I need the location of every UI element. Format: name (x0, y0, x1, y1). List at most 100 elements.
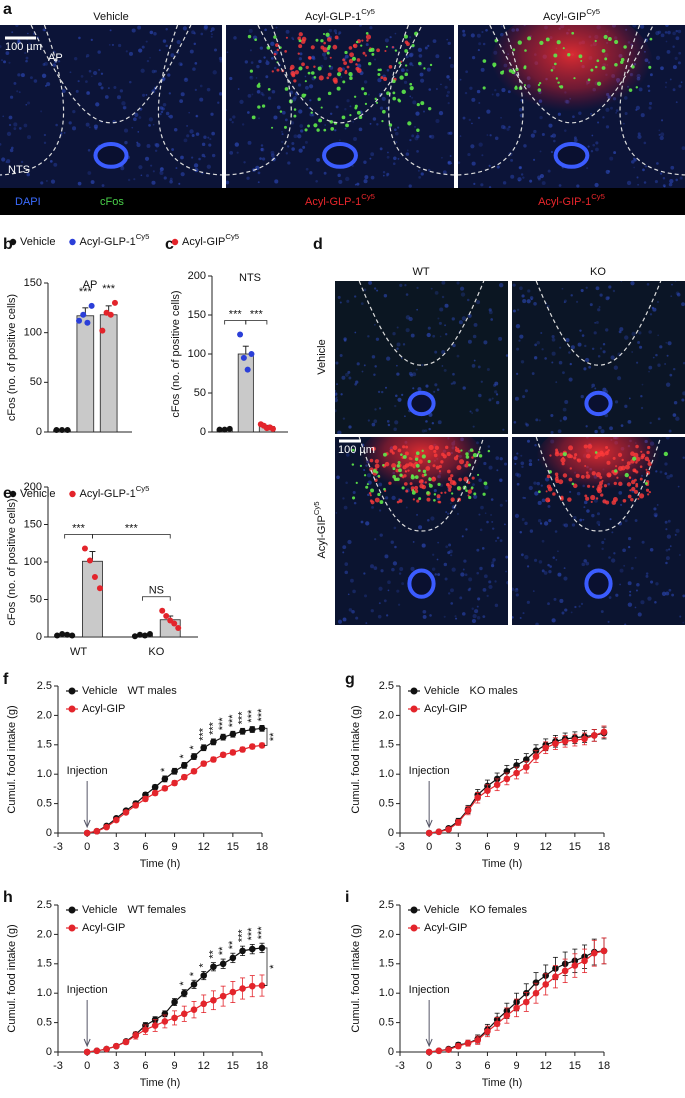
nucleus (247, 111, 250, 114)
legend-label: Acyl-GIP (424, 922, 467, 934)
nucleus (533, 129, 537, 134)
nucleus (535, 622, 539, 625)
data-point (142, 1026, 149, 1033)
nucleus (643, 181, 647, 184)
nucleus (494, 89, 497, 92)
nucleus (140, 68, 145, 73)
nucleus (471, 607, 474, 610)
nucleus (138, 48, 143, 53)
nucleus (360, 302, 364, 305)
cy5-spot (374, 497, 380, 503)
nucleus (478, 478, 482, 482)
nucleus (239, 99, 244, 105)
x-tick-label: 0 (84, 1060, 90, 1072)
cfos-spot (399, 473, 403, 477)
channel-label: Acyl-GIP-1Cy5 (538, 192, 605, 208)
cfos-spot (411, 490, 416, 495)
nucleus (397, 603, 401, 606)
x-tick-label: -3 (53, 1060, 63, 1072)
data-point (590, 949, 598, 957)
nucleus (675, 101, 678, 104)
nucleus (573, 138, 578, 143)
nucleus (505, 354, 508, 357)
nucleus (551, 361, 554, 364)
annotation-arrowhead (425, 1038, 433, 1048)
nucleus (627, 536, 632, 541)
nucleus (403, 80, 408, 85)
nucleus (356, 63, 362, 69)
x-tick-label: 12 (198, 841, 210, 853)
nucleus (591, 386, 593, 389)
nucleus (463, 559, 467, 563)
cfos-spot (553, 53, 558, 58)
nucleus (613, 365, 618, 370)
nucleus (660, 66, 664, 71)
cfos-spot (381, 119, 384, 123)
nucleus (336, 475, 340, 480)
nucleus (450, 162, 453, 165)
nucleus (193, 163, 199, 168)
nucleus (195, 114, 199, 118)
cfos-spot (330, 127, 335, 131)
cy5-spot (294, 70, 300, 75)
nucleus (419, 72, 424, 77)
nucleus (659, 172, 663, 175)
nucleus (524, 497, 526, 499)
panel-letter: i (345, 889, 349, 906)
nucleus (427, 44, 430, 47)
nucleus (476, 548, 480, 552)
nucleus (378, 586, 383, 591)
cfos-spot (301, 93, 306, 98)
nucleus (522, 299, 527, 304)
panel-letter: h (3, 889, 13, 906)
data-point (132, 802, 140, 809)
cy5-spot (452, 481, 457, 486)
cfos-spot (590, 68, 594, 72)
nucleus (393, 526, 397, 530)
cfos-spot (423, 67, 426, 70)
nucleus (382, 171, 386, 174)
data-point (221, 426, 228, 433)
nucleus (675, 528, 680, 533)
nucleus (88, 126, 91, 129)
nucleus (191, 156, 194, 159)
nucleus (344, 127, 347, 130)
cy5-spot (414, 485, 419, 490)
nucleus (159, 170, 164, 175)
nucleus (207, 136, 210, 139)
cfos-spot (428, 477, 432, 482)
cy5-spot (549, 454, 552, 457)
nucleus (323, 56, 328, 61)
nucleus (363, 80, 368, 84)
cfos-spot (393, 477, 398, 482)
nucleus (467, 152, 471, 157)
scale-bar-label: 100 µm (338, 444, 375, 456)
nucleus (364, 175, 369, 180)
cy5-spot (647, 445, 651, 450)
nucleus (72, 110, 76, 114)
chart-subtitle: WT males (127, 685, 177, 697)
nucleus (580, 288, 584, 293)
nucleus (475, 408, 479, 412)
nucleus (434, 291, 439, 295)
nucleus (335, 361, 339, 365)
nucleus (563, 299, 567, 303)
nucleus (640, 395, 643, 398)
nucleus (521, 517, 525, 521)
nucleus (374, 323, 376, 326)
cfos-spot (304, 80, 307, 83)
cfos-spot (422, 469, 427, 474)
chart-subtitle: WT females (127, 904, 186, 916)
cfos-spot (356, 110, 361, 115)
cfos-spot (273, 35, 277, 39)
x-tick-label: 12 (540, 841, 552, 853)
nucleus (390, 540, 394, 544)
nucleus (355, 380, 359, 384)
nucleus (137, 131, 140, 133)
nucleus (446, 38, 449, 41)
nucleus (524, 521, 528, 526)
nucleus (499, 457, 503, 461)
nucleus (573, 136, 577, 140)
nucleus (396, 347, 399, 350)
nucleus (384, 38, 389, 43)
